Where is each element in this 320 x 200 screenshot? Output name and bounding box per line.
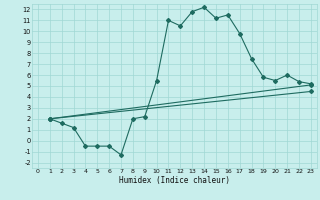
X-axis label: Humidex (Indice chaleur): Humidex (Indice chaleur) [119,176,230,185]
